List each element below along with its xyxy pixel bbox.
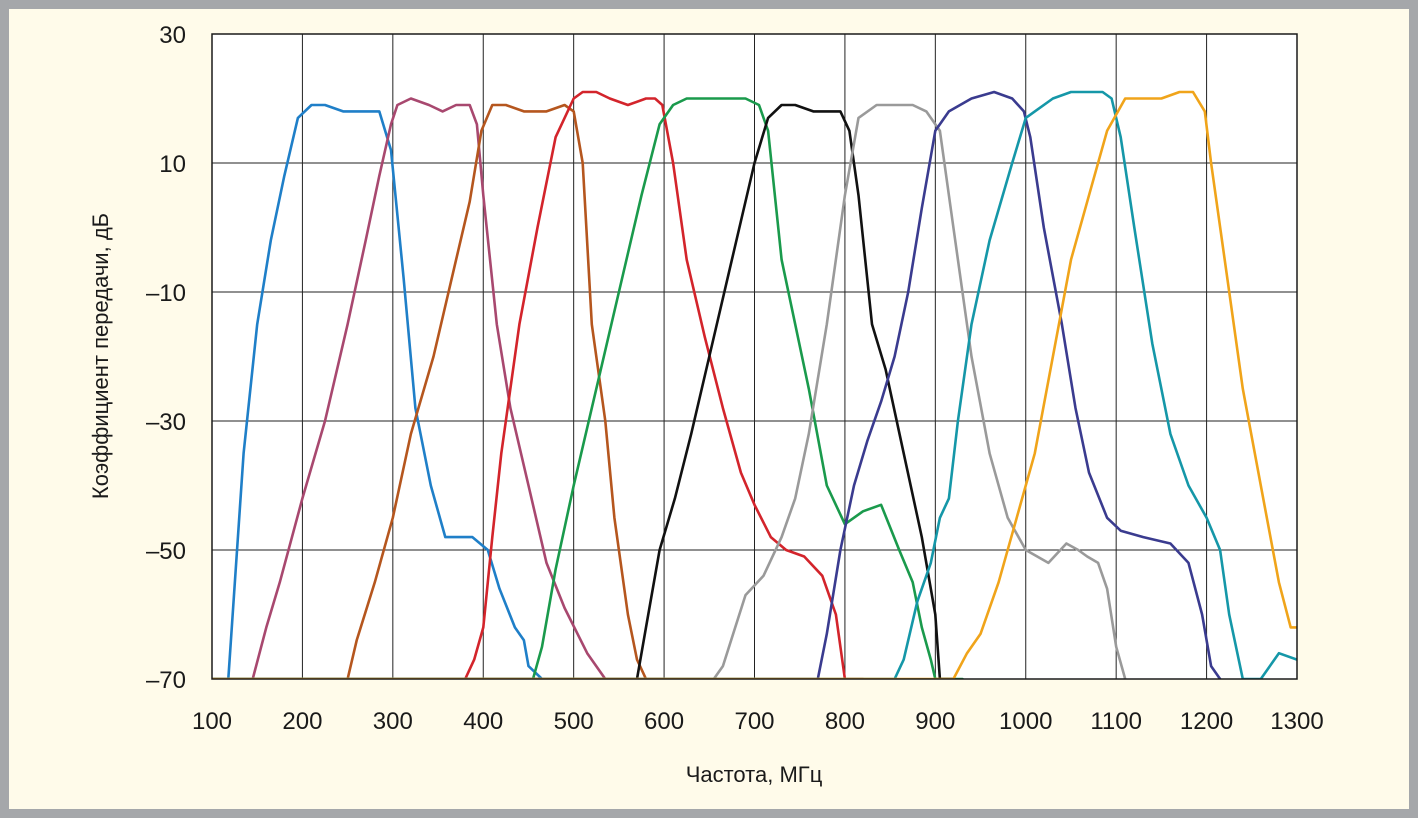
x-tick-label: 700 (734, 708, 774, 735)
x-tick-label: 400 (463, 708, 503, 735)
x-tick-label: 300 (373, 708, 413, 735)
y-tick-label: 30 (159, 22, 186, 49)
x-tick-labels: 100 200 300 400 500 600 700 800 900 1000 1100 1200 1… (192, 708, 1324, 735)
y-tick-label: 10 (159, 151, 186, 178)
plot-border (211, 33, 1298, 680)
chart-frame: 100 200 300 400 500 600 700 800 900 1000 1100 1200 1… (9, 9, 1409, 809)
y-tick-labels: 30 10 –10 –30 –50 –70 (146, 22, 186, 694)
x-tick-label: 1200 (1180, 708, 1233, 735)
y-tick-label: –30 (146, 409, 186, 436)
series-line-2 (212, 97, 666, 679)
x-tick-label: 900 (915, 708, 955, 735)
series-line-1 (212, 103, 576, 679)
transfer-coefficient-chart: 100 200 300 400 500 600 700 800 900 1000 1100 1200 1… (88, 22, 1324, 787)
x-axis-label: Частота, МГц (686, 762, 823, 787)
series-line-10 (212, 90, 1297, 679)
series-line-3 (212, 103, 666, 679)
x-tick-label: 800 (825, 708, 865, 735)
x-tick-label: 1100 (1090, 708, 1142, 735)
x-tick-label: 1300 (1270, 708, 1323, 735)
series-line-6 (212, 103, 955, 679)
y-tick-label: –70 (146, 667, 186, 694)
x-tick-label: 600 (644, 708, 684, 735)
x-tick-label: 100 (192, 708, 232, 735)
x-tick-label: 1000 (999, 708, 1052, 735)
series-line-8 (212, 90, 1222, 679)
x-tick-label: 200 (282, 708, 322, 735)
series-line-9 (212, 90, 1297, 679)
x-tick-label: 500 (554, 708, 594, 735)
series-line-4 (212, 90, 865, 679)
y-tick-label: –10 (146, 280, 186, 307)
series-lines (212, 90, 1297, 679)
y-tick-label: –50 (146, 538, 186, 565)
y-axis-label: Коэффициент передачи, дБ (88, 213, 113, 499)
series-line-7 (212, 103, 1127, 679)
